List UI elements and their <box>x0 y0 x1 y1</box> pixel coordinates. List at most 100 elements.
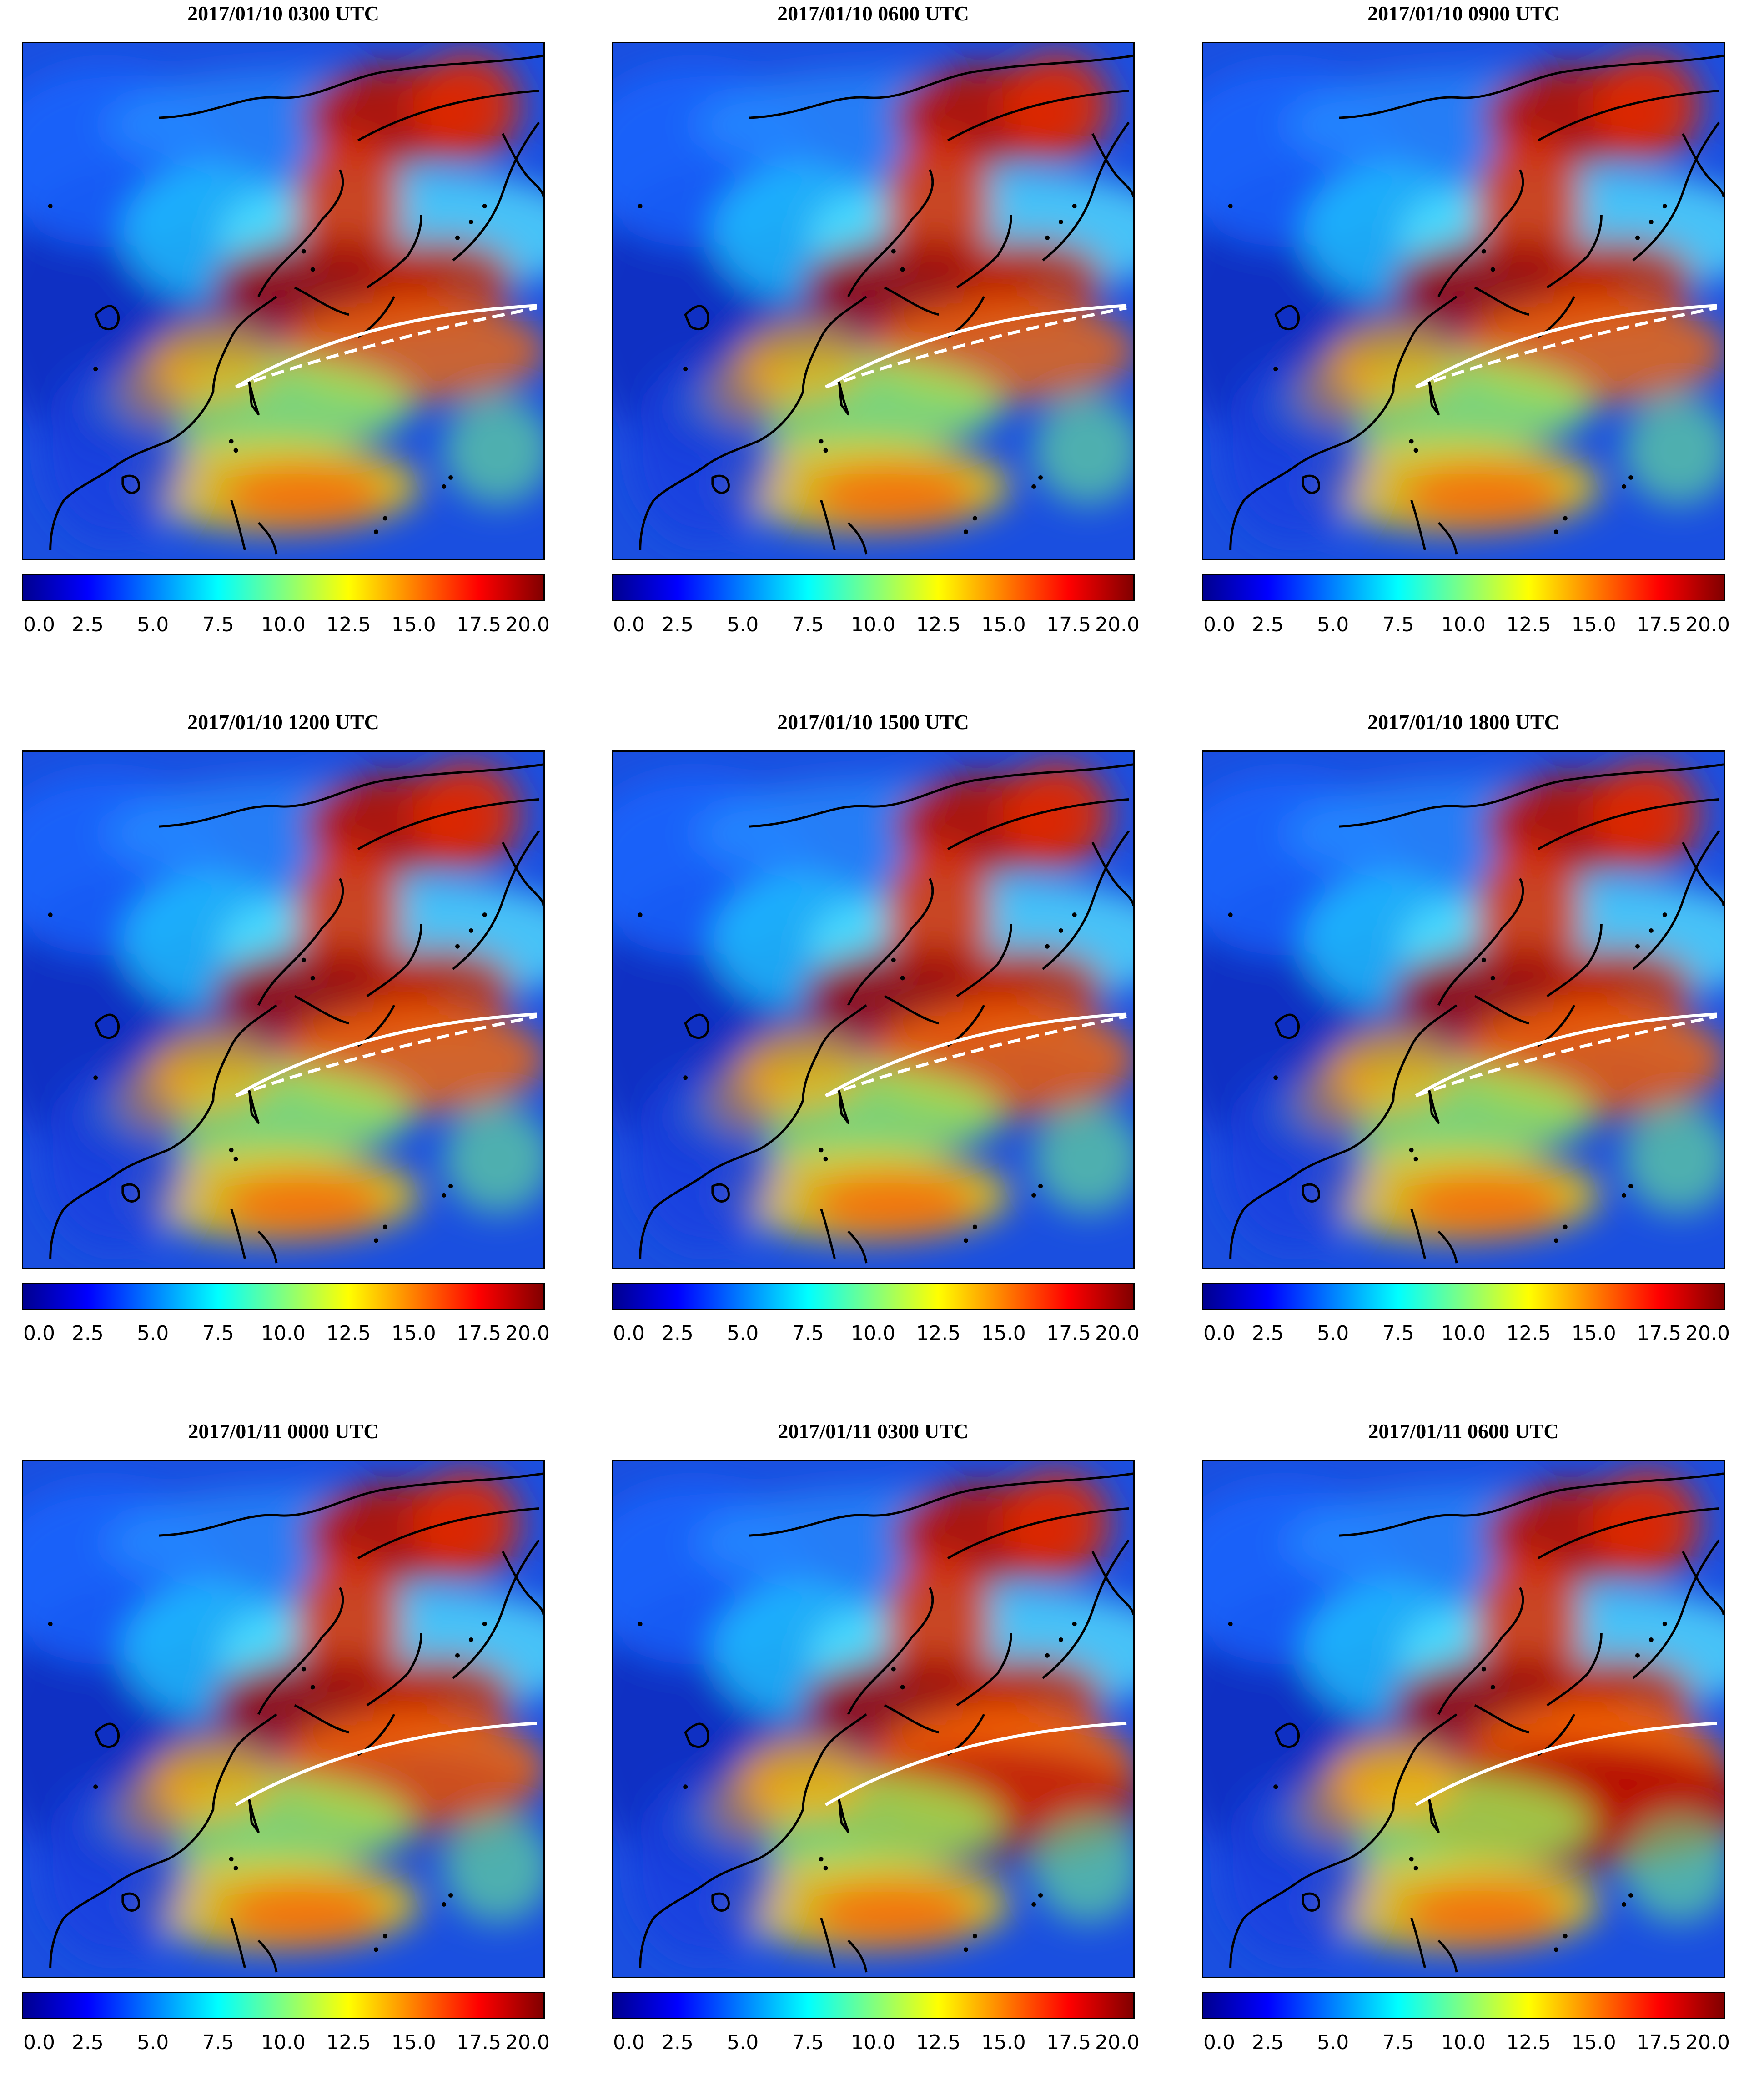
colorbar-svg <box>612 1992 1135 2019</box>
island-marker <box>1413 448 1418 453</box>
island-marker <box>482 912 487 917</box>
colorbar-tick-label: 15.0 <box>981 613 1026 636</box>
island-marker <box>1553 1238 1558 1243</box>
island-marker <box>900 267 905 272</box>
speed-field <box>1203 52 1724 541</box>
colorbar-tick-label: 17.5 <box>457 1322 502 1345</box>
coastline <box>1474 995 1529 1025</box>
panel-title: 2017/01/10 0600 UTC <box>777 2 969 25</box>
colorbar-tick-label: 12.5 <box>916 1322 961 1345</box>
colorbar-tick-label: 2.5 <box>1251 1322 1284 1345</box>
island-marker <box>455 1653 460 1658</box>
coastline <box>1474 1704 1529 1734</box>
coastline <box>121 474 140 494</box>
colorbar-tick-label: 0.0 <box>23 2031 55 2054</box>
colorbar-tick-label: 5.0 <box>1317 613 1349 636</box>
wind-field-map <box>1202 1460 1725 1978</box>
island-marker <box>1481 249 1486 254</box>
map-svg <box>1203 752 1724 1268</box>
colorbar-tick-label: 12.5 <box>916 613 961 636</box>
coastline <box>49 463 119 550</box>
coastline <box>711 1183 730 1203</box>
coastline <box>1297 1713 1458 1883</box>
colorbar-svg <box>22 1283 545 1310</box>
island-marker <box>972 1934 977 1939</box>
colorbar-tick-label: 0.0 <box>23 613 55 636</box>
island-marker <box>1553 1947 1558 1952</box>
colorbar <box>1202 1283 1725 1310</box>
island-marker <box>1058 928 1063 933</box>
island-marker <box>482 1622 487 1627</box>
island-marker <box>1481 1667 1486 1672</box>
island-marker <box>455 944 460 949</box>
colorbar-svg <box>1202 574 1725 601</box>
colorbar <box>22 1283 545 1310</box>
coastline <box>159 55 543 119</box>
coastline <box>1274 1013 1300 1039</box>
colorbar-gradient <box>612 1992 1135 2019</box>
island-marker <box>1273 1075 1278 1080</box>
coastline <box>1274 305 1300 331</box>
island-marker <box>1038 1183 1043 1188</box>
island-marker <box>229 1148 234 1153</box>
coastline <box>1437 878 1524 1006</box>
jet-axis-solid-line <box>1415 304 1717 389</box>
coastline <box>1428 1799 1440 1833</box>
coastline <box>684 1013 710 1039</box>
coastline <box>1682 133 1724 197</box>
colorbar-tick-label: 15.0 <box>1571 2031 1616 2054</box>
island-marker <box>823 1866 828 1871</box>
island-marker <box>963 529 968 534</box>
coastline <box>749 55 1133 119</box>
colorbar-tick-label: 12.5 <box>1506 613 1551 636</box>
coastline <box>357 89 539 142</box>
coastline <box>1042 830 1130 970</box>
colorbar-tick-label: 2.5 <box>1251 613 1284 636</box>
colorbar-svg <box>22 574 545 601</box>
jet-axis-dashed-line <box>235 306 537 389</box>
colorbar-tick-label: 12.5 <box>326 613 371 636</box>
colorbar-tick-labels: 0.0 2.5 5.0 7.5 10.0 12.5 15.0 17.5 20.0 <box>1202 612 1730 638</box>
coastline <box>502 1551 543 1615</box>
colorbar-tick-labels: 0.0 2.5 5.0 7.5 10.0 12.5 15.0 17.5 20.0 <box>612 1321 1140 1346</box>
coastline <box>248 1090 260 1124</box>
island-marker <box>683 367 688 372</box>
colorbar-tick-label: 0.0 <box>23 1322 55 1345</box>
map-panel: 2017/01/11 0300 UTC 0.0 2.5 5.0 7.5 10.0 12.5 1… <box>612 1418 1140 2100</box>
coastline <box>838 1090 849 1124</box>
colorbar-tick-labels: 0.0 2.5 5.0 7.5 10.0 12.5 15.0 17.5 20.0 <box>612 612 1140 638</box>
colorbar-tick-label: 15.0 <box>1571 613 1616 636</box>
island-marker <box>1490 267 1495 272</box>
colorbar-tick-label: 15.0 <box>1571 1322 1616 1345</box>
island-marker <box>1622 1193 1627 1198</box>
island-marker <box>683 1784 688 1789</box>
coastline <box>94 1722 120 1748</box>
island-marker <box>1273 367 1278 372</box>
speed-field <box>23 1470 543 1959</box>
coastline <box>257 878 344 1006</box>
island-marker <box>1058 1637 1063 1642</box>
coastline <box>159 1472 543 1537</box>
map-panel: 2017/01/10 1500 UTC 0.0 2.5 5.0 7.5 10.0 12.5 1… <box>612 709 1140 1391</box>
coastline <box>230 499 246 550</box>
jet-axis-dashed-line <box>1415 306 1717 389</box>
coastline <box>947 1507 1129 1560</box>
coastline <box>117 1713 277 1883</box>
colorbar-tick-label: 2.5 <box>71 2031 104 2054</box>
island-marker <box>972 1224 977 1229</box>
panel-title: 2017/01/11 0600 UTC <box>1368 1420 1559 1443</box>
island-marker <box>1553 529 1558 534</box>
colorbar <box>1202 574 1725 601</box>
island-marker <box>638 204 643 209</box>
colorbar-tick-label: 0.0 <box>1203 1322 1235 1345</box>
coastline <box>1474 286 1529 316</box>
coastline <box>502 133 543 197</box>
figure-grid: 2017/01/10 0300 UTC 0.0 2.5 5.0 7.5 10.0 12.5 1… <box>22 2 1730 2055</box>
coastline <box>707 296 867 465</box>
colorbar-tick-labels: 0.0 2.5 5.0 7.5 10.0 12.5 15.0 17.5 20.0 <box>1202 2030 1730 2055</box>
colorbar-tick-label: 20.0 <box>505 1322 550 1345</box>
island-marker <box>963 1238 968 1243</box>
coastline <box>639 1881 709 1968</box>
island-marker <box>468 219 473 224</box>
colorbar-tick-label: 7.5 <box>792 1322 824 1345</box>
